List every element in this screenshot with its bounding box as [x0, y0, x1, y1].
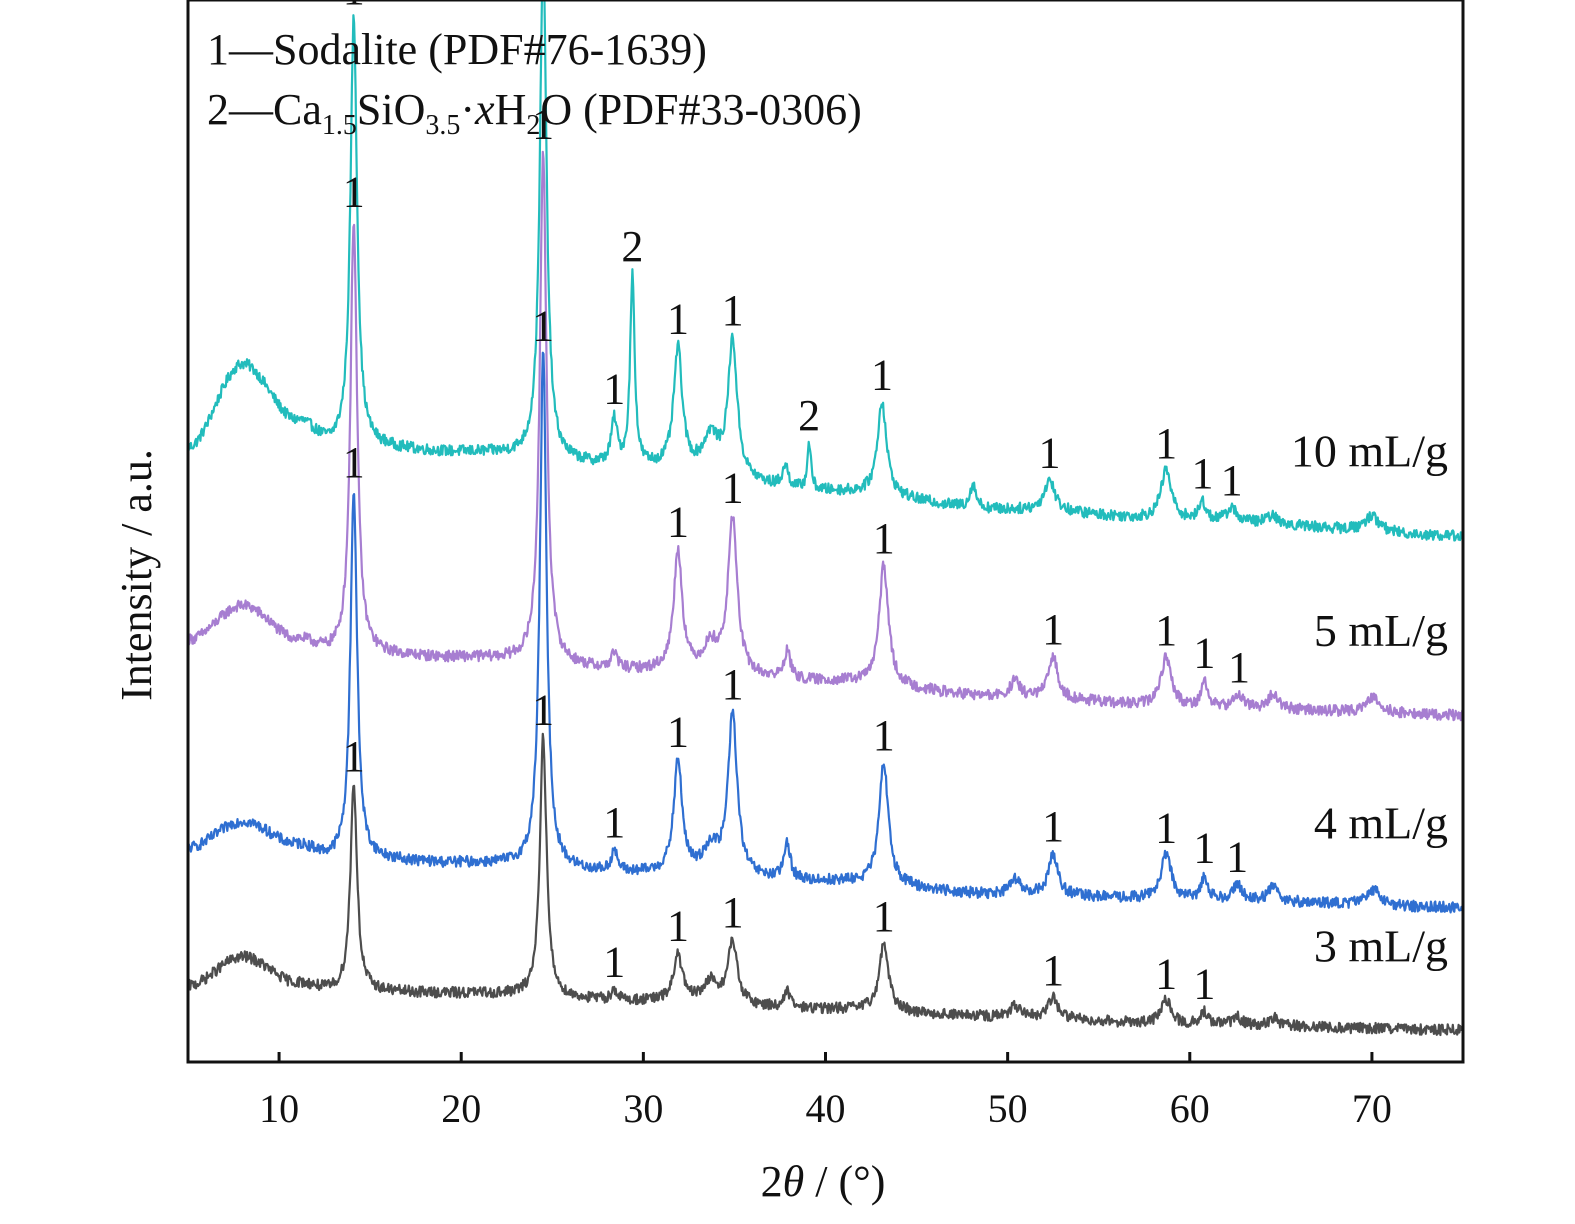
x-tick-label-70: 70: [1352, 1086, 1392, 1131]
peak-label-5-ml-g-7: 1: [873, 514, 895, 563]
peak-label-5-ml-g-1: 1: [532, 100, 554, 149]
series-line-3-ml-g: [186, 732, 1465, 1037]
peak-label-5-ml-g-12: 1: [1228, 643, 1250, 692]
peak-label-5-ml-g-3: 1: [667, 497, 689, 546]
series-label-5-ml-g: 5 mL/g: [1314, 605, 1448, 656]
legend-entry-2: 2—Ca1.5SiO3.5·xH2O (PDF#33-0306): [207, 85, 862, 141]
formula-subscript: 3.5: [425, 110, 460, 141]
x-axis-label-suffix: / (°): [804, 1157, 885, 1206]
peak-label-10-ml-g-11: 1: [1039, 429, 1061, 478]
series-label-3-ml-g: 3 mL/g: [1314, 920, 1448, 971]
peak-label-3-ml-g-7: 1: [873, 892, 895, 941]
series-line-5-ml-g: [186, 150, 1464, 722]
legend-entry-1-marker: 1: [207, 25, 229, 74]
legend-entry-2-marker: 2: [207, 85, 229, 134]
formula-symbol: a: [302, 85, 322, 134]
peak-label-5-ml-g-5: 1: [722, 464, 744, 513]
peak-label-layer: 1112112111111111111111111111111111111111: [343, 0, 1250, 1009]
peak-label-3-ml-g-2: 1: [603, 938, 625, 987]
peak-label-10-ml-g-0: 1: [343, 0, 365, 14]
peak-label-4-ml-g-0: 1: [343, 438, 365, 487]
series-label-4-ml-g: 4 mL/g: [1314, 798, 1448, 849]
peak-label-5-ml-g-9: 1: [1042, 605, 1064, 654]
series-label-10-ml-g: 10 mL/g: [1291, 426, 1448, 477]
legend-entry-1-text: Sodalite (PDF#76-1639): [273, 25, 707, 74]
x-tick-label-10: 10: [259, 1086, 299, 1131]
formula-symbol: H: [495, 85, 527, 134]
peak-label-4-ml-g-12: 1: [1226, 833, 1248, 882]
peak-label-10-ml-g-8: 2: [798, 391, 820, 440]
peak-label-5-ml-g-0: 1: [343, 168, 365, 217]
series-line-10-ml-g: [186, 0, 1465, 542]
x-axis-ticks: 10 20 30 40 50 60 70: [259, 1052, 1392, 1131]
formula-symbol: O: [540, 85, 572, 134]
peak-label-3-ml-g-5: 1: [722, 888, 744, 937]
peak-label-4-ml-g-2: 1: [603, 798, 625, 847]
legend: 1—Sodalite (PDF#76-1639) 2—Ca1.5SiO3.5·x…: [207, 25, 862, 141]
legend-entry-2-text: (PDF#33-0306): [583, 85, 862, 134]
peak-label-5-ml-g-11: 1: [1193, 628, 1215, 677]
peak-label-4-ml-g-7: 1: [873, 711, 895, 760]
peak-label-10-ml-g-9: 1: [871, 350, 893, 399]
x-tick-label-60: 60: [1170, 1086, 1210, 1131]
formula-subscript: 1.5: [322, 110, 357, 141]
peak-label-10-ml-g-13: 1: [1192, 449, 1214, 498]
x-axis-label-prefix: 2: [761, 1157, 783, 1206]
y-axis-label: Intensity / a.u.: [112, 449, 161, 701]
x-tick-label-50: 50: [988, 1086, 1028, 1131]
formula-symbol: C: [273, 85, 302, 134]
formula-symbol: ·: [460, 85, 475, 134]
peak-label-4-ml-g-1: 1: [532, 301, 554, 350]
formula-subscript: 2: [526, 110, 540, 141]
peak-label-10-ml-g-3: 2: [621, 222, 643, 271]
peak-label-10-ml-g-6: 1: [722, 286, 744, 335]
series-layer: [186, 0, 1465, 1037]
formula-symbol: S: [357, 85, 381, 134]
legend-entry-1-dash: —: [228, 25, 274, 74]
formula-variable: x: [474, 85, 495, 134]
peak-label-3-ml-g-10: 1: [1155, 950, 1177, 999]
series-label-layer: 10 mL/g 5 mL/g 4 mL/g 3 mL/g: [1291, 426, 1448, 972]
legend-entry-2-formula: Ca1.5SiO3.5·xH2O: [273, 85, 583, 141]
peak-label-10-ml-g-14: 1: [1221, 456, 1243, 505]
peak-label-10-ml-g-2: 1: [603, 365, 625, 414]
peak-label-4-ml-g-3: 1: [667, 708, 689, 757]
peak-label-3-ml-g-1: 1: [532, 685, 554, 734]
x-tick-label-30: 30: [623, 1086, 663, 1131]
peak-label-4-ml-g-10: 1: [1155, 804, 1177, 853]
peak-label-3-ml-g-0: 1: [343, 732, 365, 781]
formula-spacer: [572, 85, 583, 134]
peak-label-4-ml-g-5: 1: [722, 660, 744, 709]
formula-symbol: i: [381, 85, 393, 134]
x-axis-label: 2θ / (°): [761, 1157, 886, 1206]
peak-label-3-ml-g-9: 1: [1042, 946, 1064, 995]
peak-label-10-ml-g-12: 1: [1155, 419, 1177, 468]
legend-entry-1: 1—Sodalite (PDF#76-1639): [207, 25, 707, 74]
formula-symbol: O: [394, 85, 426, 134]
peak-label-4-ml-g-11: 1: [1193, 824, 1215, 873]
x-tick-label-20: 20: [441, 1086, 481, 1131]
peak-label-3-ml-g-11: 1: [1193, 960, 1215, 1009]
plot-frame: [186, 0, 1465, 1064]
peak-label-4-ml-g-9: 1: [1042, 802, 1064, 851]
x-axis-label-theta: θ: [783, 1157, 805, 1206]
legend-entry-2-dash: —: [228, 85, 274, 134]
x-tick-label-40: 40: [806, 1086, 846, 1131]
series-line-4-ml-g: [187, 351, 1465, 914]
peak-label-5-ml-g-10: 1: [1155, 606, 1177, 655]
peak-label-10-ml-g-4: 1: [667, 294, 689, 343]
peak-label-3-ml-g-3: 1: [667, 902, 689, 951]
